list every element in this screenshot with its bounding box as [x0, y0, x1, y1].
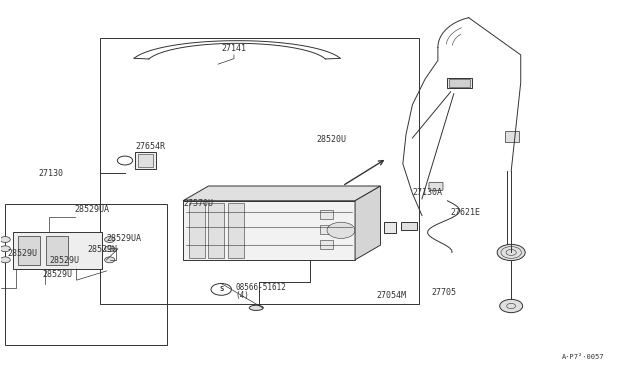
Text: 28529UA: 28529UA [106, 234, 141, 243]
Text: 28529U: 28529U [43, 270, 73, 279]
Bar [138, 154, 153, 167]
Bar [320, 225, 333, 234]
Circle shape [0, 237, 10, 243]
Circle shape [497, 244, 525, 260]
Text: 27654R: 27654R [135, 142, 165, 151]
Text: 28529U: 28529U [8, 249, 38, 258]
Bar [189, 203, 205, 258]
Text: 27054M: 27054M [376, 291, 406, 300]
Text: 27141: 27141 [221, 44, 246, 53]
Bar [320, 210, 333, 219]
Bar [401, 222, 417, 230]
Text: 27130A: 27130A [412, 188, 442, 197]
Text: 28529U: 28529U [88, 245, 117, 254]
Bar [46, 236, 68, 265]
Text: 28520U: 28520U [317, 135, 347, 144]
Bar [384, 222, 396, 232]
Circle shape [104, 246, 115, 252]
Text: 28529U: 28529U [49, 256, 79, 265]
Circle shape [104, 257, 115, 263]
Text: 27621E: 27621E [451, 208, 481, 217]
Bar [4, 205, 167, 345]
Circle shape [327, 222, 355, 238]
Text: 27705: 27705 [431, 288, 456, 296]
Bar [18, 236, 40, 265]
Bar [13, 232, 102, 269]
Text: S: S [219, 286, 223, 292]
Text: 28529UA: 28529UA [75, 205, 109, 214]
FancyBboxPatch shape [429, 182, 443, 190]
Ellipse shape [249, 305, 263, 310]
Bar [228, 203, 244, 258]
Text: 08566-51612: 08566-51612 [236, 283, 286, 292]
Bar [449, 79, 470, 87]
Circle shape [0, 246, 10, 252]
Circle shape [0, 257, 10, 263]
Bar [320, 240, 333, 249]
Bar [209, 203, 225, 258]
Bar [135, 152, 156, 169]
Text: 27570U: 27570U [183, 199, 213, 208]
Bar [505, 131, 519, 142]
Circle shape [104, 237, 115, 243]
Bar [100, 38, 419, 304]
Text: (4): (4) [236, 291, 249, 300]
Polygon shape [183, 186, 381, 201]
Bar [183, 201, 355, 260]
Text: 27130: 27130 [38, 169, 63, 177]
Bar [447, 78, 472, 88]
Circle shape [500, 299, 523, 312]
Text: A·P7²·0057: A·P7²·0057 [562, 353, 605, 359]
Polygon shape [355, 186, 381, 260]
